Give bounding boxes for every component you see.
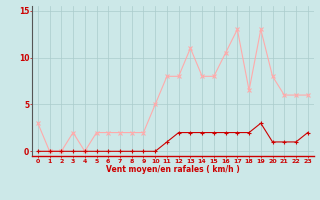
X-axis label: Vent moyen/en rafales ( km/h ): Vent moyen/en rafales ( km/h ) [106, 165, 240, 174]
